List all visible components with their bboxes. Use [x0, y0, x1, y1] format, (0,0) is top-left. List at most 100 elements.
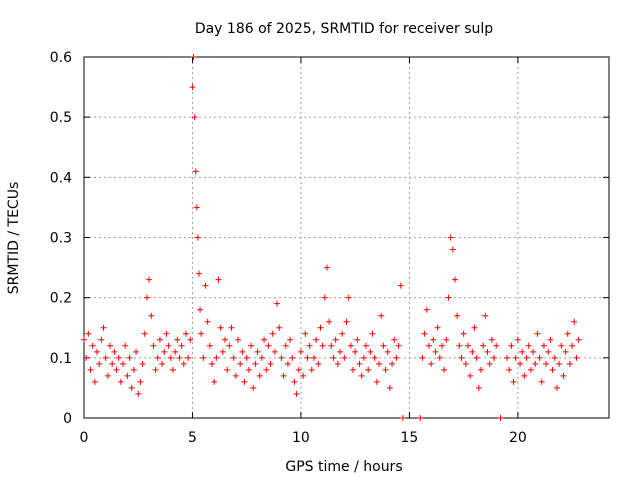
data-point [135, 390, 142, 397]
data-point [289, 354, 296, 361]
data-point [521, 372, 528, 379]
data-point [224, 366, 231, 373]
data-point [176, 354, 183, 361]
data-point [182, 330, 189, 337]
data-point [493, 342, 500, 349]
data-point [192, 168, 199, 175]
data-point [456, 342, 463, 349]
data-point [510, 378, 517, 385]
data-point [538, 378, 545, 385]
data-point [482, 312, 489, 319]
data-point [169, 366, 176, 373]
data-point [569, 342, 576, 349]
data-point [200, 354, 207, 361]
data-point [566, 360, 573, 367]
data-point [190, 54, 197, 60]
data-point [384, 348, 391, 355]
data-point [130, 366, 137, 373]
data-point [536, 354, 543, 361]
data-point [571, 318, 578, 325]
data-point [382, 366, 389, 373]
data-point [560, 372, 567, 379]
data-point [282, 342, 289, 349]
data-point [430, 336, 437, 343]
data-point [256, 372, 263, 379]
data-point [276, 324, 283, 331]
data-point [104, 372, 111, 379]
data-point [91, 378, 98, 385]
data-point [432, 348, 439, 355]
data-point [152, 366, 159, 373]
data-point [87, 366, 94, 373]
data-point [534, 330, 541, 337]
x-tick-label: 5 [188, 430, 197, 446]
data-point [443, 336, 450, 343]
data-point [365, 366, 372, 373]
data-point [336, 348, 343, 355]
data-point [395, 342, 402, 349]
data-point [146, 276, 153, 283]
data-point [269, 330, 276, 337]
data-point [245, 366, 252, 373]
data-point [271, 348, 278, 355]
chart-title: Day 186 of 2025, SRMTID for receiver sul… [195, 21, 493, 37]
data-point [352, 348, 359, 355]
data-point [564, 330, 571, 337]
data-point [143, 294, 150, 301]
data-point [397, 282, 404, 289]
data-point [378, 312, 385, 319]
data-point [163, 330, 170, 337]
x-axis-label: GPS time / hours [285, 459, 402, 475]
data-point [300, 372, 307, 379]
data-point [308, 366, 315, 373]
y-axis-label: SRMTID / TECUs [6, 182, 22, 295]
data-point [393, 354, 400, 361]
data-point [267, 360, 274, 367]
data-point [530, 348, 537, 355]
data-point [133, 348, 140, 355]
data-point [363, 342, 370, 349]
data-point [83, 354, 90, 361]
data-point [178, 342, 185, 349]
data-point [339, 330, 346, 337]
data-point [206, 342, 213, 349]
data-point [512, 354, 519, 361]
data-point [248, 342, 255, 349]
data-point [293, 390, 300, 397]
data-point [514, 336, 521, 343]
data-point [172, 348, 179, 355]
data-point [517, 360, 524, 367]
data-point [124, 372, 131, 379]
data-point [484, 348, 491, 355]
data-point [167, 354, 174, 361]
data-point [334, 360, 341, 367]
data-point [230, 354, 237, 361]
data-point [428, 360, 435, 367]
data-point [480, 342, 487, 349]
data-point [319, 342, 326, 349]
data-point [139, 360, 146, 367]
data-point [295, 366, 302, 373]
data-point [540, 342, 547, 349]
data-point [211, 378, 218, 385]
data-point [475, 384, 482, 391]
data-point [284, 360, 291, 367]
data-point [386, 384, 393, 391]
data-point [447, 234, 454, 241]
data-point [180, 360, 187, 367]
data-point [81, 336, 87, 343]
data-point [532, 360, 539, 367]
data-point [525, 342, 532, 349]
data-point [185, 354, 192, 361]
data-point [141, 330, 148, 337]
data-point [261, 336, 268, 343]
data-point [235, 336, 242, 343]
data-point [226, 342, 233, 349]
data-point [506, 366, 513, 373]
data-point [197, 306, 204, 313]
data-point [464, 342, 471, 349]
data-point [558, 342, 565, 349]
data-point [252, 360, 259, 367]
data-point [115, 354, 122, 361]
data-point [310, 354, 317, 361]
